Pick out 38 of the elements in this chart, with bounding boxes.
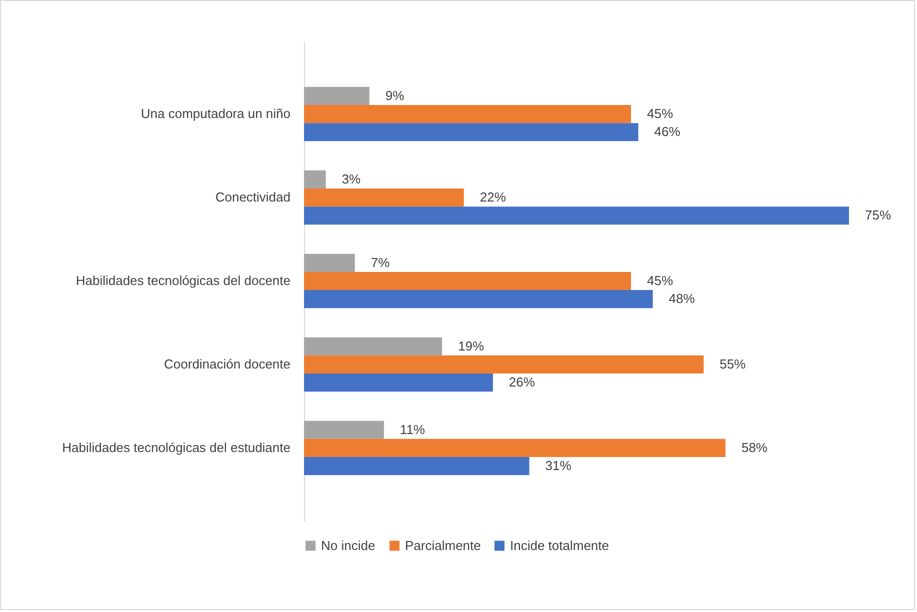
data-label: 55% [720, 356, 746, 372]
bar [304, 290, 653, 308]
bar [304, 374, 493, 392]
y-tick-label: Una computadora un niño [140, 106, 290, 122]
data-label: 11% [400, 422, 426, 437]
bar [304, 170, 326, 188]
legend-label: No incide [321, 538, 376, 553]
bar [304, 188, 464, 207]
bar [304, 438, 726, 457]
y-tick-label: Habilidades tecnológicas del docente [76, 273, 290, 288]
data-label: 48% [668, 291, 696, 306]
y-tick-label: Habilidades tecnológicas del estudiante [62, 440, 290, 455]
data-label: 58% [741, 440, 768, 455]
data-label: 3% [342, 171, 362, 186]
data-label: 9% [385, 88, 405, 103]
data-label: 19% [458, 338, 485, 354]
data-label: 22% [480, 190, 506, 205]
bar [304, 457, 530, 476]
data-label: 75% [865, 208, 892, 223]
bar [304, 123, 638, 142]
bar [304, 105, 631, 124]
bar [304, 86, 370, 105]
bar [304, 355, 704, 374]
data-label: 26% [508, 374, 536, 390]
legend-label: Parcialmente [405, 538, 481, 553]
bar [304, 206, 849, 225]
bar [304, 337, 442, 356]
data-label: 45% [647, 106, 674, 122]
data-label: 7% [370, 254, 390, 270]
data-label: 45% [647, 273, 674, 288]
y-tick-label: Coordinación docente [164, 356, 290, 372]
data-label: 46% [654, 124, 681, 140]
y-tick-label: Conectividad [215, 190, 290, 205]
data-label: 31% [545, 458, 572, 474]
bar [304, 272, 631, 290]
bar [304, 254, 355, 272]
bar [304, 420, 384, 439]
legend-label: Incide totalmente [510, 538, 610, 553]
